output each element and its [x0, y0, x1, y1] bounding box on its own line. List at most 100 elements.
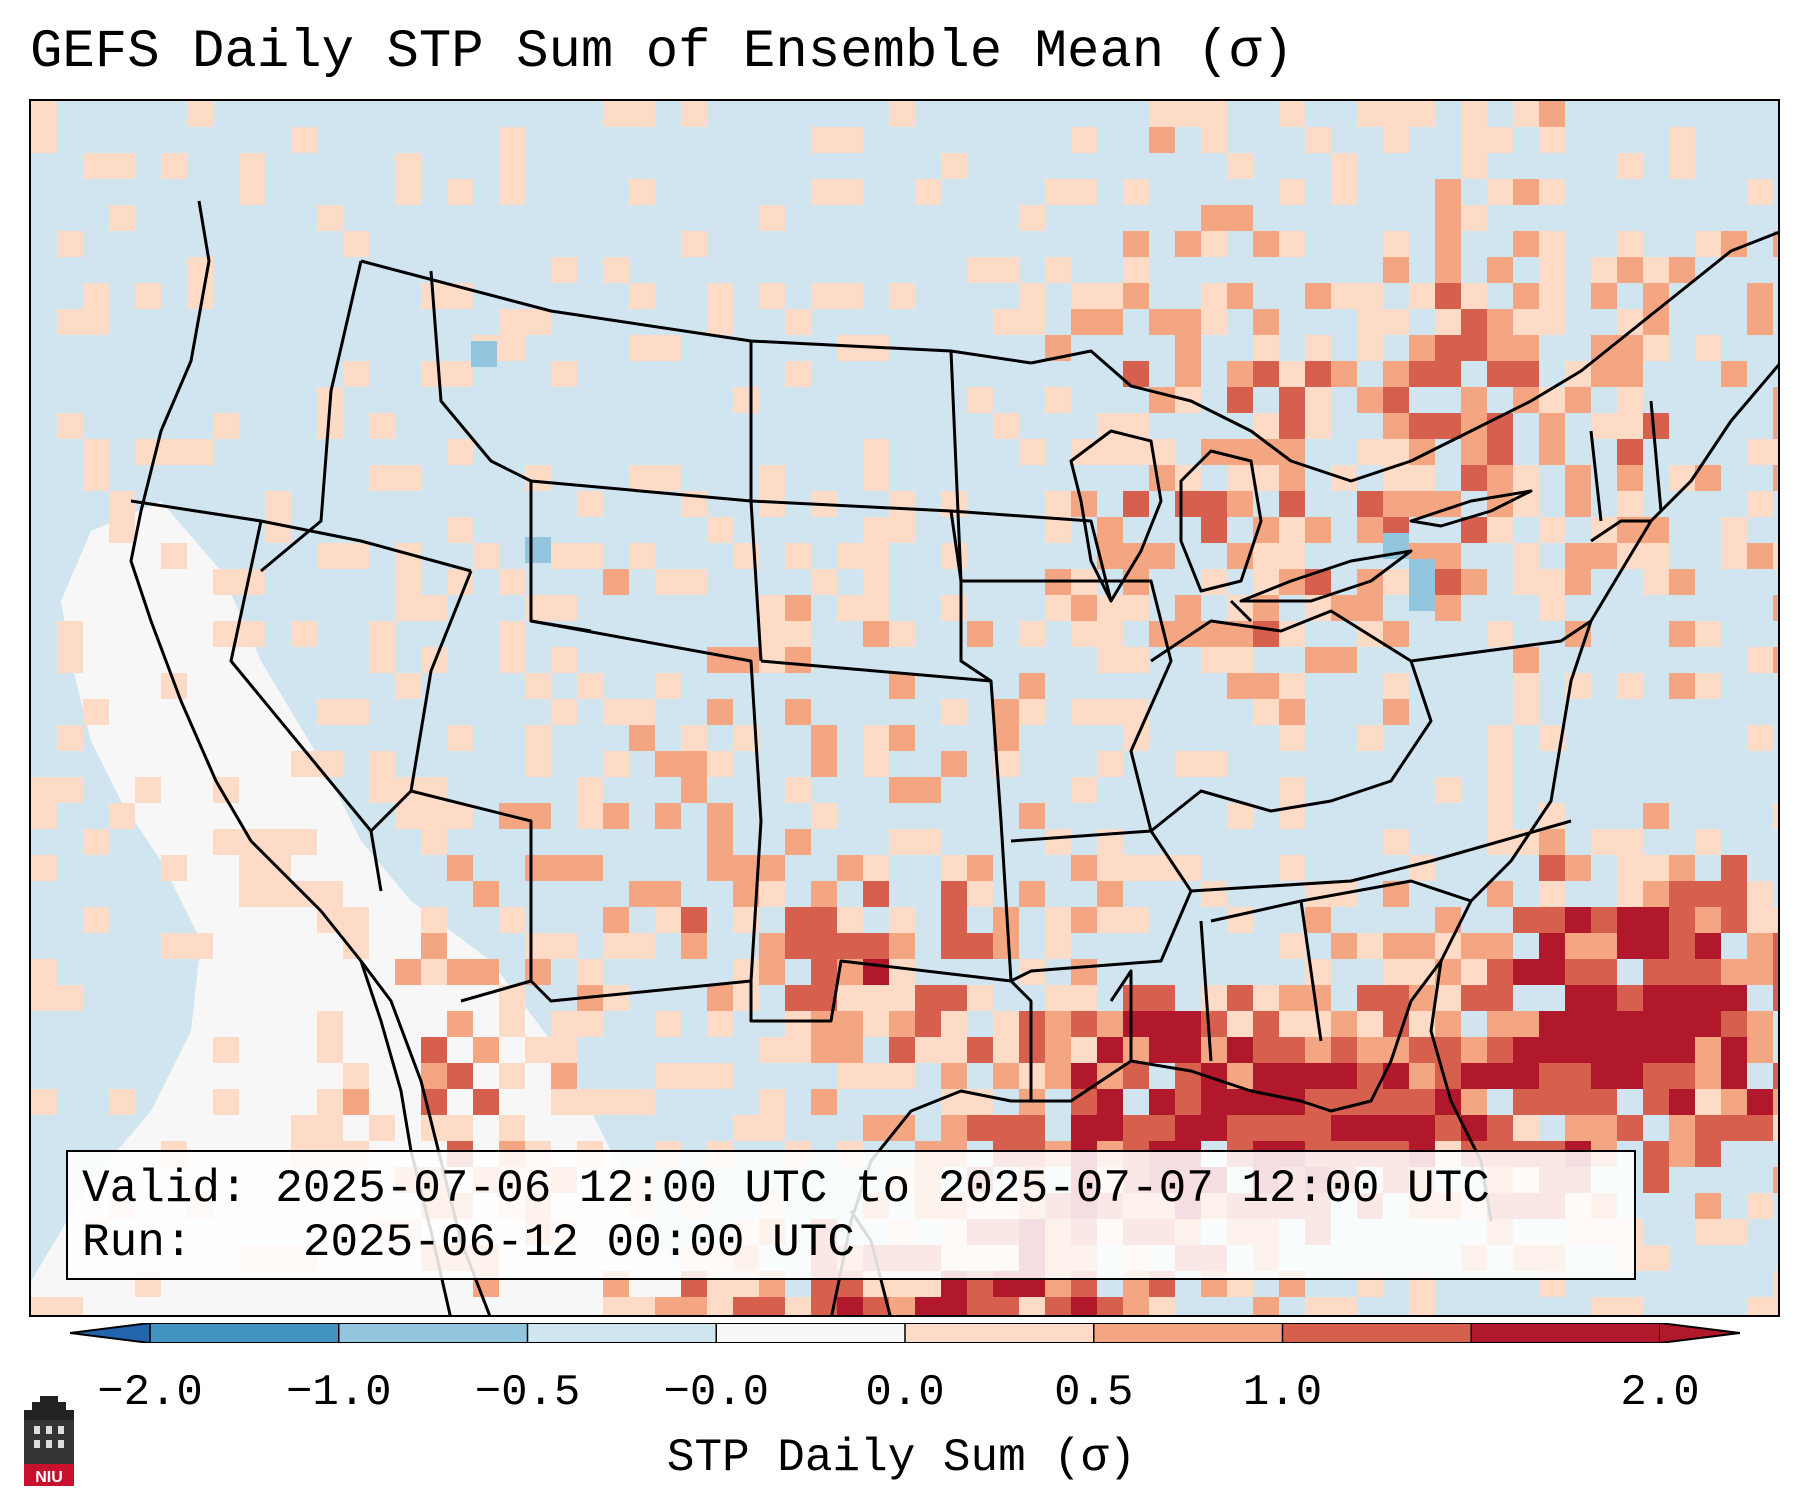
anomaly-cell — [733, 387, 759, 413]
anomaly-cell — [525, 751, 551, 777]
anomaly-cell — [1487, 933, 1513, 959]
anomaly-cell — [1409, 413, 1435, 439]
anomaly-cell — [1227, 387, 1253, 413]
anomaly-cell — [1279, 179, 1305, 205]
anomaly-cell — [993, 1063, 1019, 1089]
anomaly-cell — [499, 179, 525, 205]
anomaly-cell — [1071, 1011, 1097, 1037]
anomaly-cell — [1617, 881, 1643, 907]
anomaly-cell — [603, 803, 629, 829]
anomaly-cell — [1279, 517, 1305, 543]
anomaly-cell — [1175, 101, 1201, 127]
anomaly-cell — [811, 959, 837, 985]
anomaly-cell — [31, 777, 57, 803]
anomaly-cell — [993, 1115, 1019, 1141]
anomaly-cell — [785, 543, 811, 569]
anomaly-cell — [811, 179, 837, 205]
anomaly-cell — [213, 569, 239, 595]
anomaly-cell — [759, 465, 785, 491]
anomaly-cell — [1643, 1167, 1669, 1193]
anomaly-cell — [1019, 803, 1045, 829]
anomaly-cell — [863, 517, 889, 543]
anomaly-cell — [1643, 1089, 1669, 1115]
anomaly-cell — [1773, 959, 1778, 985]
anomaly-cell — [577, 959, 603, 985]
map-canvas[interactable] — [31, 101, 1780, 1317]
anomaly-cell — [733, 1115, 759, 1141]
anomaly-cell — [1097, 855, 1123, 881]
anomaly-cell — [1669, 465, 1695, 491]
anomaly-cell — [1435, 205, 1461, 231]
anomaly-cell — [499, 127, 525, 153]
anomaly-cell — [889, 829, 915, 855]
anomaly-cell — [1487, 621, 1513, 647]
anomaly-cell — [863, 465, 889, 491]
anomaly-cell — [1071, 179, 1097, 205]
anomaly-cell — [785, 699, 811, 725]
anomaly-cell — [1539, 959, 1565, 985]
anomaly-cell — [343, 361, 369, 387]
anomaly-cell — [1227, 803, 1253, 829]
anomaly-cell — [811, 907, 837, 933]
anomaly-cell — [1331, 647, 1357, 673]
anomaly-cell — [317, 881, 343, 907]
anomaly-cell — [1617, 855, 1643, 881]
anomaly-cell — [1253, 621, 1279, 647]
anomaly-cell — [1747, 309, 1773, 335]
anomaly-cell — [1279, 621, 1305, 647]
colorbar-segment — [716, 1323, 906, 1343]
anomaly-cell — [499, 647, 525, 673]
anomaly-cell — [1565, 1115, 1591, 1141]
colorbar-segment — [1282, 1323, 1472, 1343]
anomaly-cell — [57, 777, 83, 803]
anomaly-cell — [655, 881, 681, 907]
anomaly-cell — [369, 413, 395, 439]
anomaly-cell — [1487, 725, 1513, 751]
anomaly-cell — [1357, 985, 1383, 1011]
anomaly-cell — [1669, 907, 1695, 933]
anomaly-cell — [1617, 673, 1643, 699]
anomaly-cell — [1253, 985, 1279, 1011]
anomaly-cell — [1175, 1011, 1201, 1037]
anomaly-cell — [1617, 153, 1643, 179]
anomaly-cell — [1747, 1011, 1773, 1037]
anomaly-cell — [291, 829, 317, 855]
anomaly-cell — [577, 491, 603, 517]
anomaly-cell — [551, 1089, 577, 1115]
anomaly-cell — [1539, 1089, 1565, 1115]
anomaly-cell — [1331, 179, 1357, 205]
anomaly-cell — [707, 985, 733, 1011]
anomaly-cell — [1721, 1219, 1747, 1245]
anomaly-cell — [1721, 881, 1747, 907]
anomaly-cell — [1383, 387, 1409, 413]
anomaly-cell — [733, 855, 759, 881]
anomaly-cell — [655, 335, 681, 361]
anomaly-cell — [1305, 387, 1331, 413]
anomaly-cell — [941, 985, 967, 1011]
anomaly-cell — [343, 699, 369, 725]
anomaly-cell — [1357, 309, 1383, 335]
anomaly-cell — [1773, 413, 1778, 439]
anomaly-cell — [1643, 257, 1669, 283]
anomaly-cell — [1695, 231, 1721, 257]
anomaly-cell — [1045, 1037, 1071, 1063]
anomaly-cell — [1773, 595, 1778, 621]
anomaly-cell — [967, 985, 993, 1011]
anomaly-cell — [1279, 985, 1305, 1011]
anomaly-cell — [707, 517, 733, 543]
map-panel[interactable] — [29, 99, 1780, 1317]
anomaly-cell — [915, 1297, 941, 1315]
anomaly-cell — [1227, 1089, 1253, 1115]
anomaly-cell — [1253, 231, 1279, 257]
anomaly-cell — [1435, 283, 1461, 309]
anomaly-cell — [317, 1011, 343, 1037]
anomaly-cell — [1669, 1089, 1695, 1115]
anomaly-cell — [1643, 1141, 1669, 1167]
anomaly-cell — [629, 1297, 655, 1315]
anomaly-cell — [343, 907, 369, 933]
anomaly-cell — [941, 1297, 967, 1315]
anomaly-cell — [655, 803, 681, 829]
anomaly-cell — [1591, 959, 1617, 985]
anomaly-cell — [369, 751, 395, 777]
anomaly-cell — [993, 257, 1019, 283]
